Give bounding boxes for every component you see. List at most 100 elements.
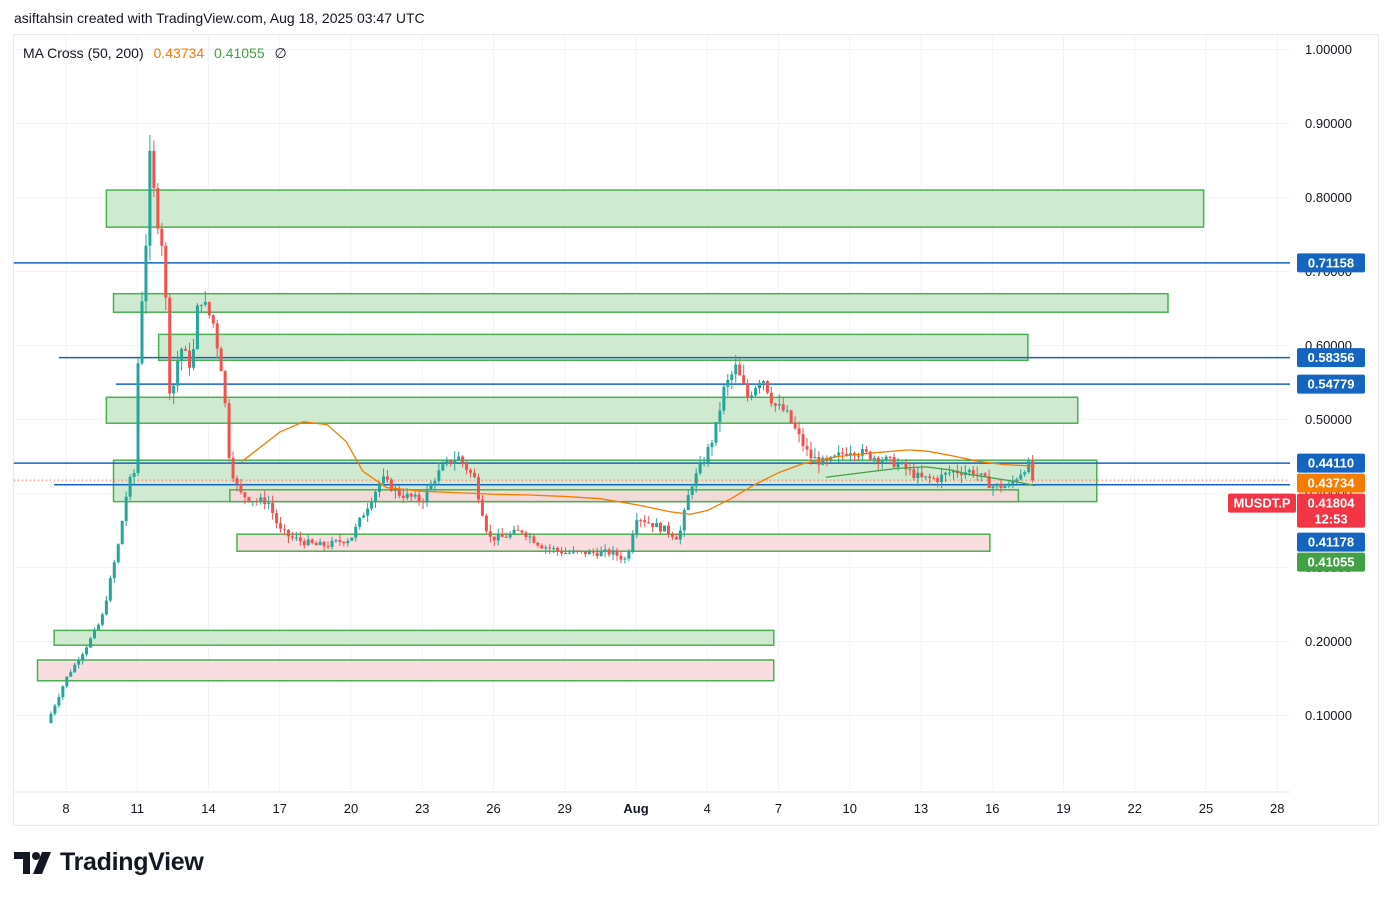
candle-up — [195, 305, 199, 350]
candle-up — [627, 551, 631, 559]
candle-up — [318, 541, 322, 546]
candle-down — [920, 472, 924, 478]
candle-up — [69, 672, 73, 677]
indicator-legend[interactable]: MA Cross (50, 200) 0.43734 0.41055 ∅ — [23, 45, 293, 62]
y-tick-label: 0.80000 — [1305, 190, 1352, 205]
candle-down — [516, 529, 520, 531]
x-tick-label: Aug — [623, 801, 648, 816]
candle-down — [987, 476, 991, 489]
indicator-settings-symbol[interactable]: ∅ — [274, 45, 287, 61]
candle-up — [374, 491, 378, 503]
candle-down — [223, 371, 227, 404]
candle-down — [385, 476, 389, 480]
candle-up — [393, 488, 397, 491]
candle-down — [397, 488, 401, 496]
price-tag-layer: 0.71158 0.58356 0.54779 0.44110 0.43734 0.418… — [1228, 253, 1365, 572]
candle-up — [73, 664, 77, 673]
candle-down — [841, 452, 845, 454]
candle-down — [912, 469, 916, 479]
candle-down — [591, 551, 595, 553]
price-tag-label: 0.41055 — [1308, 555, 1355, 570]
candle-up — [678, 530, 682, 540]
candle-down — [271, 502, 275, 514]
candle-up — [603, 549, 607, 552]
candle-down — [247, 497, 251, 502]
candle-down — [314, 543, 318, 546]
candle-up — [334, 540, 338, 542]
candle-up — [698, 463, 702, 474]
candle-down — [219, 348, 223, 372]
candle-down — [342, 541, 346, 544]
candle-up — [437, 470, 441, 482]
candle-up — [686, 495, 690, 511]
candle-down — [421, 501, 425, 503]
candle-down — [488, 531, 492, 537]
candle-down — [207, 302, 211, 316]
candle-up — [140, 301, 144, 364]
candle-down — [338, 540, 342, 542]
candle-down — [476, 477, 480, 500]
candle-up — [136, 363, 140, 473]
candle-up — [354, 526, 358, 538]
candle-down — [540, 545, 544, 549]
candle-down — [322, 541, 326, 547]
support-resistance-zone-green — [105, 189, 1205, 228]
candle-up — [350, 537, 354, 541]
countdown-label: 12:53 — [1314, 512, 1347, 527]
candle-down — [583, 550, 587, 555]
candle-down — [647, 522, 651, 524]
candle-up — [81, 654, 85, 661]
candle-down — [908, 469, 912, 471]
candle-down — [275, 513, 279, 524]
candle-up — [330, 540, 334, 548]
candle-up — [172, 385, 176, 394]
price-tag-label: 0.43734 — [1308, 476, 1356, 491]
candle-down — [928, 476, 932, 478]
candle-up — [571, 550, 575, 553]
x-tick-label: 25 — [1199, 801, 1213, 816]
tradingview-logo[interactable]: TradingView — [14, 848, 204, 877]
candle-up — [306, 539, 310, 546]
candle-up — [89, 638, 93, 648]
candle-up — [512, 529, 516, 534]
candle-down — [936, 478, 940, 483]
candle-up — [116, 544, 120, 563]
candle-down — [999, 483, 1003, 489]
candle-up — [813, 456, 817, 459]
candle-up — [924, 476, 928, 478]
candle-down — [409, 493, 413, 497]
candle-up — [655, 523, 659, 528]
candle-down — [310, 539, 314, 544]
candle-down — [160, 228, 164, 246]
candle-down — [389, 479, 393, 491]
candles-layer — [49, 135, 1035, 724]
candle-up — [85, 647, 89, 655]
candle-up — [370, 502, 374, 509]
candle-down — [480, 499, 484, 516]
candle-down — [401, 495, 405, 498]
candle-up — [180, 348, 184, 361]
candle-up — [1027, 461, 1031, 473]
candle-up — [967, 470, 971, 473]
candle-down — [168, 297, 172, 394]
symbol-tag-label: MUSDT.P — [1233, 496, 1290, 511]
chart-panel[interactable] — [13, 34, 1379, 826]
support-resistance-zone-green — [157, 333, 1029, 362]
candle-up — [564, 552, 568, 554]
y-tick-label: 0.90000 — [1305, 116, 1352, 131]
x-tick-label: 4 — [704, 801, 711, 816]
candle-down — [548, 547, 552, 549]
candle-down — [975, 474, 979, 476]
candle-up — [726, 380, 730, 387]
support-resistance-zone-pink — [229, 489, 1020, 503]
candle-down — [769, 392, 773, 404]
candle-up — [132, 472, 136, 477]
candle-down — [793, 422, 797, 429]
candle-down — [595, 552, 599, 557]
x-tick-label: 19 — [1056, 801, 1070, 816]
candle-down — [484, 515, 488, 532]
candle-down — [888, 456, 892, 458]
price-tag-label: 0.41178 — [1308, 535, 1354, 550]
candle-up — [381, 476, 385, 484]
